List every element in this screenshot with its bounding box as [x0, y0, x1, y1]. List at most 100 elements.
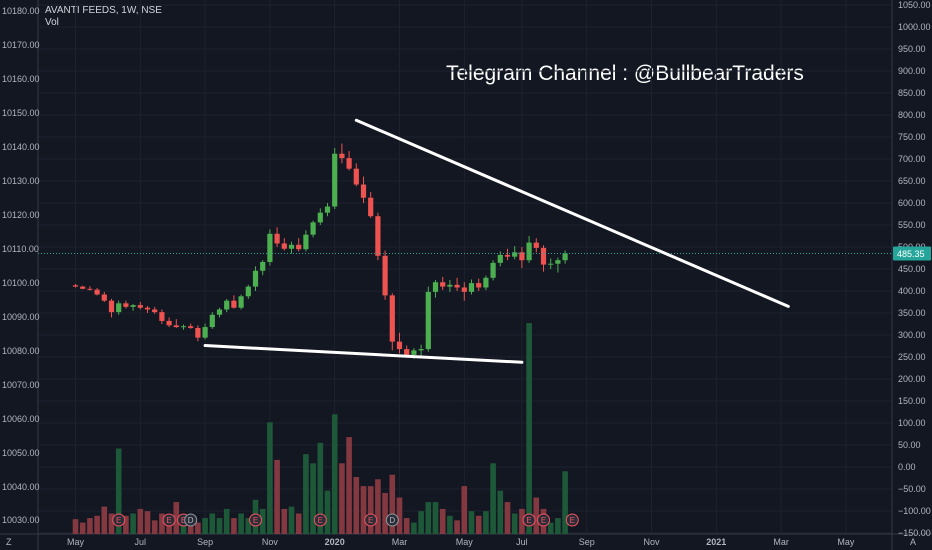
volume-bar: [511, 513, 518, 534]
candle-body: [173, 325, 179, 328]
left-axis-tick-label: 10150.00: [2, 108, 40, 118]
candle-body: [216, 309, 223, 315]
volume-bar: [259, 508, 266, 534]
candle-body: [281, 243, 287, 249]
volume-bar: [533, 497, 540, 534]
x-axis-tick-label: May: [837, 537, 855, 547]
event-marker-circle: [522, 513, 536, 527]
volume-bar: [382, 492, 388, 534]
volume-bar: [403, 518, 410, 534]
candle-body: [245, 286, 251, 297]
right-axis-tick-label: 450.00: [898, 264, 926, 274]
left-axis-tick-label: 10100.00: [2, 278, 40, 288]
volume-bar: [123, 515, 129, 534]
volume-bar: [519, 508, 525, 534]
left-axis-tick-label: 10170.00: [2, 40, 40, 50]
candle-body: [123, 303, 129, 307]
candle-body: [382, 255, 388, 296]
volume-bar: [187, 522, 194, 534]
symbol-label: AVANTI FEEDS, 1W, NSE: [45, 5, 162, 16]
current-price-tag: [893, 246, 931, 261]
right-axis-tick-label: 550.00: [898, 220, 926, 230]
event-marker-label: E: [318, 516, 323, 525]
event-marker-label: E: [541, 516, 546, 525]
right-axis-tick-label: 1050.00: [898, 0, 931, 10]
volume-bar: [331, 414, 338, 534]
event-marker-label: E: [368, 516, 373, 525]
volume-bar: [418, 511, 424, 534]
right-axis-tick-label: 50.00: [898, 440, 921, 450]
candle-body: [404, 349, 410, 355]
volume-bar: [144, 511, 151, 534]
right-axis-tick-label: 150.00: [898, 396, 926, 406]
candles: [72, 143, 568, 359]
candle-body: [252, 270, 259, 287]
volume-bar: [360, 486, 367, 534]
volume-bar: [303, 454, 309, 534]
candle-body: [339, 153, 345, 159]
current-price-label: 485.35: [897, 249, 925, 259]
volume-bar: [209, 513, 216, 534]
volume-bar: [288, 506, 295, 534]
volume-bar: [375, 479, 381, 534]
candle-body: [353, 168, 359, 185]
candle-body: [533, 242, 539, 248]
volume-bar: [454, 520, 460, 534]
volume-bar: [317, 442, 324, 534]
volume-bar: [274, 459, 280, 534]
volume-bar: [130, 513, 136, 534]
candle-body: [432, 282, 439, 292]
volume-label: Vol: [45, 17, 59, 28]
volume-bar: [310, 463, 316, 534]
candle-body: [497, 254, 503, 263]
volume-bar: [94, 515, 100, 534]
volume-bar: [504, 502, 511, 534]
left-axis-tick-label: 10040.00: [2, 482, 40, 492]
x-axis-tick-label: May: [67, 537, 85, 547]
x-axis-tick-label: Nov: [643, 537, 660, 547]
right-axis-tick-label: 600.00: [898, 198, 926, 208]
volume-bar: [295, 513, 302, 534]
candle-body: [188, 326, 194, 328]
volume-bar: [87, 518, 93, 534]
candle-body: [80, 286, 86, 289]
candle-body: [310, 222, 316, 235]
volume-bar: [439, 508, 446, 534]
right-axis-tick-label: 950.00: [898, 44, 926, 54]
event-marker-label: D: [188, 516, 194, 525]
volume-bar: [324, 490, 331, 534]
volume-bar: [468, 511, 475, 534]
event-marker-circle: [385, 513, 399, 527]
event-marker-label: E: [570, 516, 575, 525]
event-marker-circle: [313, 513, 327, 527]
left-axis-tick-label: 10160.00: [2, 74, 40, 84]
volume-bar: [447, 515, 453, 534]
right-axis-tick-label: 800.00: [898, 110, 926, 120]
event-marker-circle: [565, 513, 579, 527]
trendline: [203, 344, 524, 364]
candle-body: [425, 291, 431, 350]
x-axis-tick-label: Jul: [135, 537, 147, 547]
candle-body: [152, 309, 158, 313]
right-axis-tick-label: 250.00: [898, 352, 926, 362]
grid: [38, 0, 892, 534]
left-axis-tick-label: 10060.00: [2, 414, 40, 424]
x-axis-tick-label: 2021: [706, 537, 726, 547]
candle-body: [332, 153, 338, 207]
x-axis-tick-label: Nov: [262, 537, 279, 547]
right-axis-tick-label: 100.00: [898, 418, 926, 428]
volume-bar: [425, 502, 432, 534]
event-marker-circle: [112, 513, 126, 527]
left-axis-tick-label: 10050.00: [2, 448, 40, 458]
candle-body: [346, 158, 352, 169]
volume-bar: [195, 522, 201, 534]
event-marker-label: E: [166, 516, 171, 525]
corner-label-left: Z: [6, 537, 12, 547]
candle-body: [548, 263, 554, 265]
telegram-annotation: Telegram Channel : @BullbearTraders: [446, 62, 804, 85]
event-marker-circle: [184, 513, 198, 527]
right-axis-tick-label: 750.00: [898, 132, 926, 142]
candle-body: [274, 233, 280, 244]
candle-body: [202, 327, 208, 338]
